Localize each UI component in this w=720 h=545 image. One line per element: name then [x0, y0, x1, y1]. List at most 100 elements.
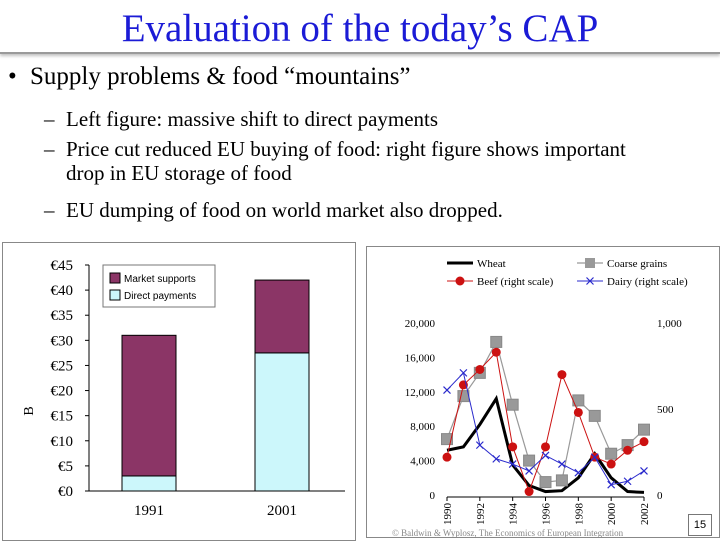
sub-bullet-3: – EU dumping of food on world market also… — [44, 198, 503, 222]
bar-segment — [121, 475, 177, 492]
page-number: 15 — [688, 514, 712, 536]
y-tick-label: €25 — [51, 358, 74, 374]
x-tick-label: 2000 — [606, 503, 618, 526]
data-point — [523, 454, 536, 467]
data-point — [475, 441, 484, 450]
y-tick-label: €0 — [58, 484, 73, 500]
dash-marker: – — [44, 137, 55, 161]
slide-title: Evaluation of the today’s CAP — [121, 7, 599, 50]
main-bullet: • Supply problems & food “mountains” — [8, 63, 411, 91]
y-tick-label: €20 — [51, 384, 74, 400]
title-bar: Evaluation of the today’s CAP — [0, 0, 720, 54]
line-chart: 0 4,000 8,000 12,000 16,000 20,000 0 500 1,000 19… — [405, 258, 688, 526]
right-chart-panel: 0 4,000 8,000 12,000 16,000 20,000 0 500 1,000 19… — [366, 246, 720, 538]
sub-bullet-1: – Left figure: massive shift to direct pa… — [44, 107, 438, 131]
y-tick-label: €5 — [58, 459, 73, 475]
data-point — [588, 409, 601, 422]
data-point — [573, 407, 583, 417]
data-point — [623, 477, 632, 486]
bar-segment — [254, 352, 310, 492]
legend-label: Dairy (right scale) — [607, 276, 688, 288]
legend-label: Wheat — [477, 258, 506, 270]
x-tick-label: 2002 — [639, 503, 651, 525]
y-tick-label: €40 — [51, 283, 74, 299]
right-tick-label: 0 — [657, 490, 663, 502]
legend-marker — [585, 258, 595, 268]
data-point — [459, 368, 468, 377]
x-tick-label: 1991 — [134, 503, 164, 519]
left-tick-label: 20,000 — [405, 318, 436, 330]
data-point — [607, 480, 616, 489]
line-legend: Wheat Coarse grains Beef (right scale) Dair… — [447, 258, 688, 288]
data-point — [442, 452, 452, 462]
left-tick-label: 12,000 — [405, 387, 436, 399]
sub-bullet-2-text: Price cut reduced EU buying of food: rig… — [66, 137, 626, 161]
left-tick-label: 0 — [430, 490, 436, 502]
data-point — [539, 476, 552, 489]
data-point — [441, 433, 453, 446]
bar-chart: €0 €5 €10 €15 €20 €25 €30 €35 €40 €45 B 1991 2001 Mar… — [22, 258, 345, 519]
legend-swatch — [109, 289, 121, 301]
data-point — [557, 460, 566, 468]
data-point — [491, 347, 501, 357]
left-tick-label: 4,000 — [410, 456, 435, 468]
bar-segment — [254, 279, 310, 354]
data-point — [623, 445, 633, 455]
data-point — [508, 442, 518, 452]
series-line — [446, 371, 645, 486]
data-point — [490, 335, 503, 348]
data-point — [606, 459, 616, 469]
x-tick-label: 1996 — [541, 503, 553, 526]
legend-label: Market supports — [124, 274, 196, 285]
sub-bullet-3-text: EU dumping of food on world market also … — [66, 198, 503, 222]
data-point — [638, 423, 650, 436]
data-point — [605, 447, 618, 460]
legend-marker — [586, 277, 594, 285]
data-point — [541, 442, 550, 452]
y-tick-label: €30 — [51, 333, 74, 349]
bullet-marker: • — [8, 63, 17, 90]
sub-bullet-2: – Price cut reduced EU buying of food: ri… — [44, 137, 626, 185]
x-tick-label: 1990 — [442, 503, 454, 526]
legend-marker — [455, 276, 465, 286]
y-axis-label: B — [22, 406, 37, 415]
legend-label: Coarse grains — [607, 258, 667, 270]
x-tick-label: 1994 — [508, 503, 520, 526]
left-chart-panel: €0 €5 €10 €15 €20 €25 €30 €35 €40 €45 B 1991 2001 Mar… — [2, 242, 356, 541]
left-tick-label: 8,000 — [410, 421, 435, 433]
right-tick-label: 500 — [657, 404, 674, 416]
data-point — [508, 460, 517, 468]
series-line — [446, 394, 645, 494]
data-point — [557, 370, 567, 380]
y-tick-label: €35 — [51, 308, 74, 324]
legend-label: Direct payments — [124, 291, 196, 302]
bar-segment — [121, 334, 177, 477]
data-point — [492, 454, 501, 463]
legend-label: Beef (right scale) — [477, 276, 554, 288]
right-tick-label: 1,000 — [657, 318, 682, 330]
data-point — [525, 466, 534, 475]
y-tick-label: €15 — [51, 409, 74, 425]
main-bullet-text: Supply problems & food “mountains” — [30, 63, 411, 90]
data-point — [639, 437, 649, 447]
data-point — [555, 474, 568, 487]
y-tick-label: €45 — [51, 258, 74, 274]
data-point — [574, 468, 583, 477]
data-point — [541, 451, 550, 460]
data-point — [524, 487, 534, 497]
x-tick-label: 1998 — [573, 503, 585, 526]
data-point — [443, 386, 451, 395]
data-point — [506, 398, 519, 411]
series-line — [446, 351, 645, 494]
y-tick-label: €10 — [51, 434, 74, 450]
dash-marker: – — [44, 107, 55, 131]
bar-legend: Market supports Direct payments — [102, 264, 216, 308]
data-point — [590, 453, 599, 462]
sub-bullet-1-text: Left figure: massive shift to direct pay… — [66, 107, 439, 131]
legend-swatch — [109, 272, 121, 284]
legend-box — [102, 264, 216, 308]
sub-bullet-2-text-cont: drop in EU storage of food — [66, 161, 292, 185]
x-tick-label: 2001 — [267, 503, 297, 519]
dash-marker: – — [44, 198, 55, 222]
footer-credit: © Baldwin & Wyplosz, The Economics of Eu… — [392, 528, 624, 538]
